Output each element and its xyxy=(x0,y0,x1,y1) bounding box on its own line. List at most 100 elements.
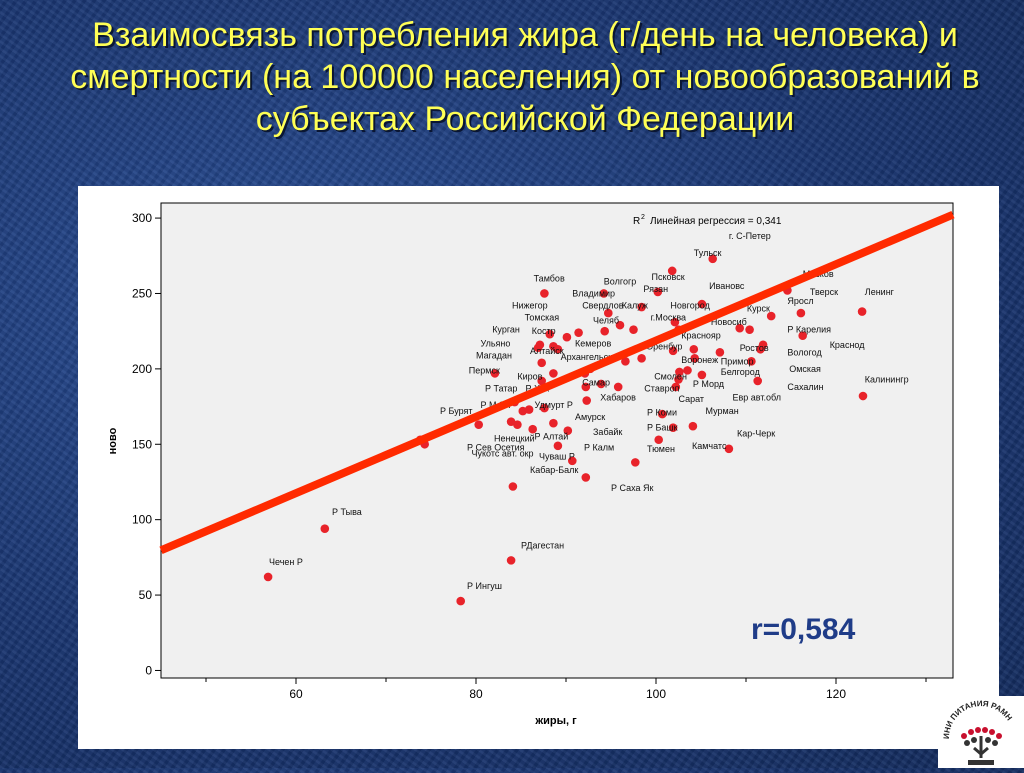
data-point xyxy=(568,456,577,466)
point-label: Вологод xyxy=(787,347,822,357)
x-tick-label: 80 xyxy=(469,687,483,701)
slide-title: Взаимосвязь потребления жира (г/день на … xyxy=(70,16,980,138)
chart-panel: 0 50 100 150 200 250 300 60 80 100 120 Чечен Р Р Ты… xyxy=(78,186,999,749)
data-point xyxy=(545,329,555,339)
data-point xyxy=(670,317,680,327)
point-label: Алтайск xyxy=(530,346,564,356)
point-label: Удмурт Р xyxy=(535,400,573,410)
legend-symbol: R xyxy=(633,216,640,227)
data-point xyxy=(506,417,516,426)
data-point xyxy=(857,307,867,316)
point-label: Сарат xyxy=(679,394,705,404)
point-label: Калинингр xyxy=(865,374,909,384)
data-point xyxy=(667,266,677,276)
data-point xyxy=(581,382,591,392)
point-label: Новосиб xyxy=(711,317,747,327)
y-tick-label: 200 xyxy=(132,362,152,376)
point-label: Курск xyxy=(747,304,770,314)
data-point xyxy=(320,524,330,534)
data-point xyxy=(653,287,663,297)
point-label: Тульск xyxy=(694,248,722,258)
point-label: Р Бурят xyxy=(440,406,473,416)
point-label: Пермск xyxy=(469,365,500,375)
data-point xyxy=(537,358,546,368)
data-point xyxy=(689,344,699,354)
data-point xyxy=(508,482,518,491)
point-label: Кабар-Балк xyxy=(530,465,578,475)
data-point xyxy=(615,320,625,330)
x-axis-label: жиры, г xyxy=(534,715,577,727)
y-tick-label: 0 xyxy=(145,663,152,677)
data-point xyxy=(474,420,484,429)
point-label: Чечен Р xyxy=(269,557,303,567)
point-label: Краснод xyxy=(830,340,866,350)
point-label: Волгогр xyxy=(604,276,636,286)
point-label: Ленинг xyxy=(865,287,895,297)
point-label: Р Саха Як xyxy=(611,483,654,493)
institute-logo: ИНИ ПИТАНИЯ РАМН xyxy=(938,696,1024,768)
data-point xyxy=(533,343,543,353)
data-point xyxy=(506,556,516,565)
x-tick-label: 120 xyxy=(826,687,846,701)
axes: 0 50 100 150 200 250 300 60 80 100 120 xyxy=(132,211,927,701)
point-label: Кемеров xyxy=(575,338,611,348)
data-point xyxy=(690,354,699,363)
point-label: Р Сев Осетия xyxy=(467,442,525,452)
data-point xyxy=(596,379,606,389)
x-tick-label: 60 xyxy=(289,687,303,701)
point-label: Сахалин xyxy=(787,382,823,392)
point-label: Ульяно xyxy=(481,338,511,348)
data-point xyxy=(540,403,549,413)
data-point xyxy=(675,367,684,377)
data-point xyxy=(753,376,762,386)
data-point xyxy=(858,391,868,401)
point-label: Р Алтай xyxy=(535,432,569,442)
point-label: Тверск xyxy=(810,287,838,297)
point-label: Р Ингуш xyxy=(467,581,502,591)
data-point xyxy=(735,323,744,333)
point-label: Кар-Черк xyxy=(737,429,775,439)
data-point xyxy=(798,331,807,340)
data-point xyxy=(637,354,646,363)
y-tick-label: 100 xyxy=(132,513,152,527)
data-point xyxy=(671,382,681,392)
point-label: г. С-Петер xyxy=(729,231,771,241)
legend-sup: 2 xyxy=(641,214,645,221)
data-point xyxy=(654,435,663,445)
data-point xyxy=(263,572,273,582)
data-point xyxy=(582,396,591,405)
point-label: Р Морд xyxy=(693,379,725,389)
point-label: Р Калм xyxy=(584,442,614,452)
point-label: Костр xyxy=(532,326,556,336)
data-point xyxy=(745,325,754,334)
data-point xyxy=(796,308,806,318)
data-point xyxy=(553,441,563,451)
data-point xyxy=(688,421,698,431)
data-point xyxy=(599,289,609,298)
plot-area xyxy=(160,202,954,679)
point-label: Ивановс xyxy=(709,281,745,291)
point-label: Свердлов xyxy=(582,301,624,311)
data-point xyxy=(631,458,640,467)
data-point xyxy=(766,311,776,321)
data-point xyxy=(697,370,707,380)
point-label: Псковск xyxy=(652,272,685,282)
data-point xyxy=(674,375,683,384)
y-tick-label: 150 xyxy=(132,437,152,451)
point-label: Смолен xyxy=(654,371,687,381)
point-label: Тамбов xyxy=(534,273,565,283)
point-label: Чукотс авт. окр xyxy=(472,448,534,458)
x-tick-label: 100 xyxy=(646,687,666,701)
point-label: Чуваш Р xyxy=(539,451,575,461)
point-label: Воронеж xyxy=(681,355,718,365)
point-label: Челяб xyxy=(593,316,619,326)
data-point xyxy=(562,332,572,342)
y-tick-label: 250 xyxy=(132,286,152,300)
data-point xyxy=(604,308,613,318)
point-label: Хабаров xyxy=(600,393,636,403)
data-point xyxy=(629,325,638,334)
data-point xyxy=(637,302,646,312)
data-point xyxy=(574,328,583,337)
point-label: Магадан xyxy=(476,350,512,360)
point-label: Евр авт.обл xyxy=(733,393,782,403)
